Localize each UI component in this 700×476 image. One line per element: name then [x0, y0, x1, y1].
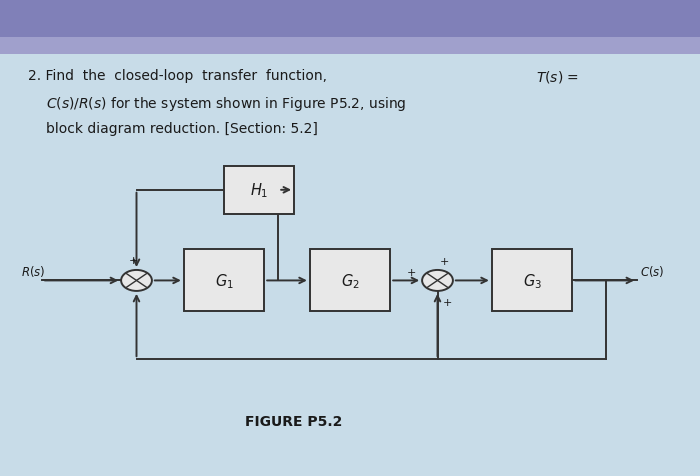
FancyBboxPatch shape: [224, 167, 294, 214]
FancyBboxPatch shape: [0, 39, 700, 55]
Text: FIGURE P5.2: FIGURE P5.2: [245, 414, 343, 428]
Text: $H_1$: $H_1$: [250, 181, 268, 200]
Circle shape: [121, 270, 152, 291]
FancyBboxPatch shape: [309, 250, 391, 312]
Text: $T(s)$ =: $T(s)$ =: [536, 69, 579, 85]
Text: $G_3$: $G_3$: [522, 271, 542, 290]
FancyBboxPatch shape: [183, 250, 265, 312]
Text: $R(s)$: $R(s)$: [21, 264, 46, 278]
Text: +: +: [407, 267, 416, 277]
Text: +: +: [440, 257, 449, 267]
Text: $G_2$: $G_2$: [341, 271, 359, 290]
Text: +: +: [128, 256, 138, 266]
Text: +: +: [443, 297, 452, 307]
Text: $C(s)$: $C(s)$: [640, 264, 665, 278]
Text: $G_1$: $G_1$: [215, 271, 233, 290]
FancyBboxPatch shape: [491, 250, 573, 312]
Text: $C(s)/R(s)$ for the system shown in Figure P5.2, using: $C(s)/R(s)$ for the system shown in Figu…: [46, 95, 406, 113]
FancyBboxPatch shape: [0, 0, 700, 55]
Text: block diagram reduction. [Section: 5.2]: block diagram reduction. [Section: 5.2]: [46, 121, 317, 135]
Text: 2. Find  the  closed-loop  transfer  function,: 2. Find the closed-loop transfer functio…: [28, 69, 336, 83]
Circle shape: [422, 270, 453, 291]
